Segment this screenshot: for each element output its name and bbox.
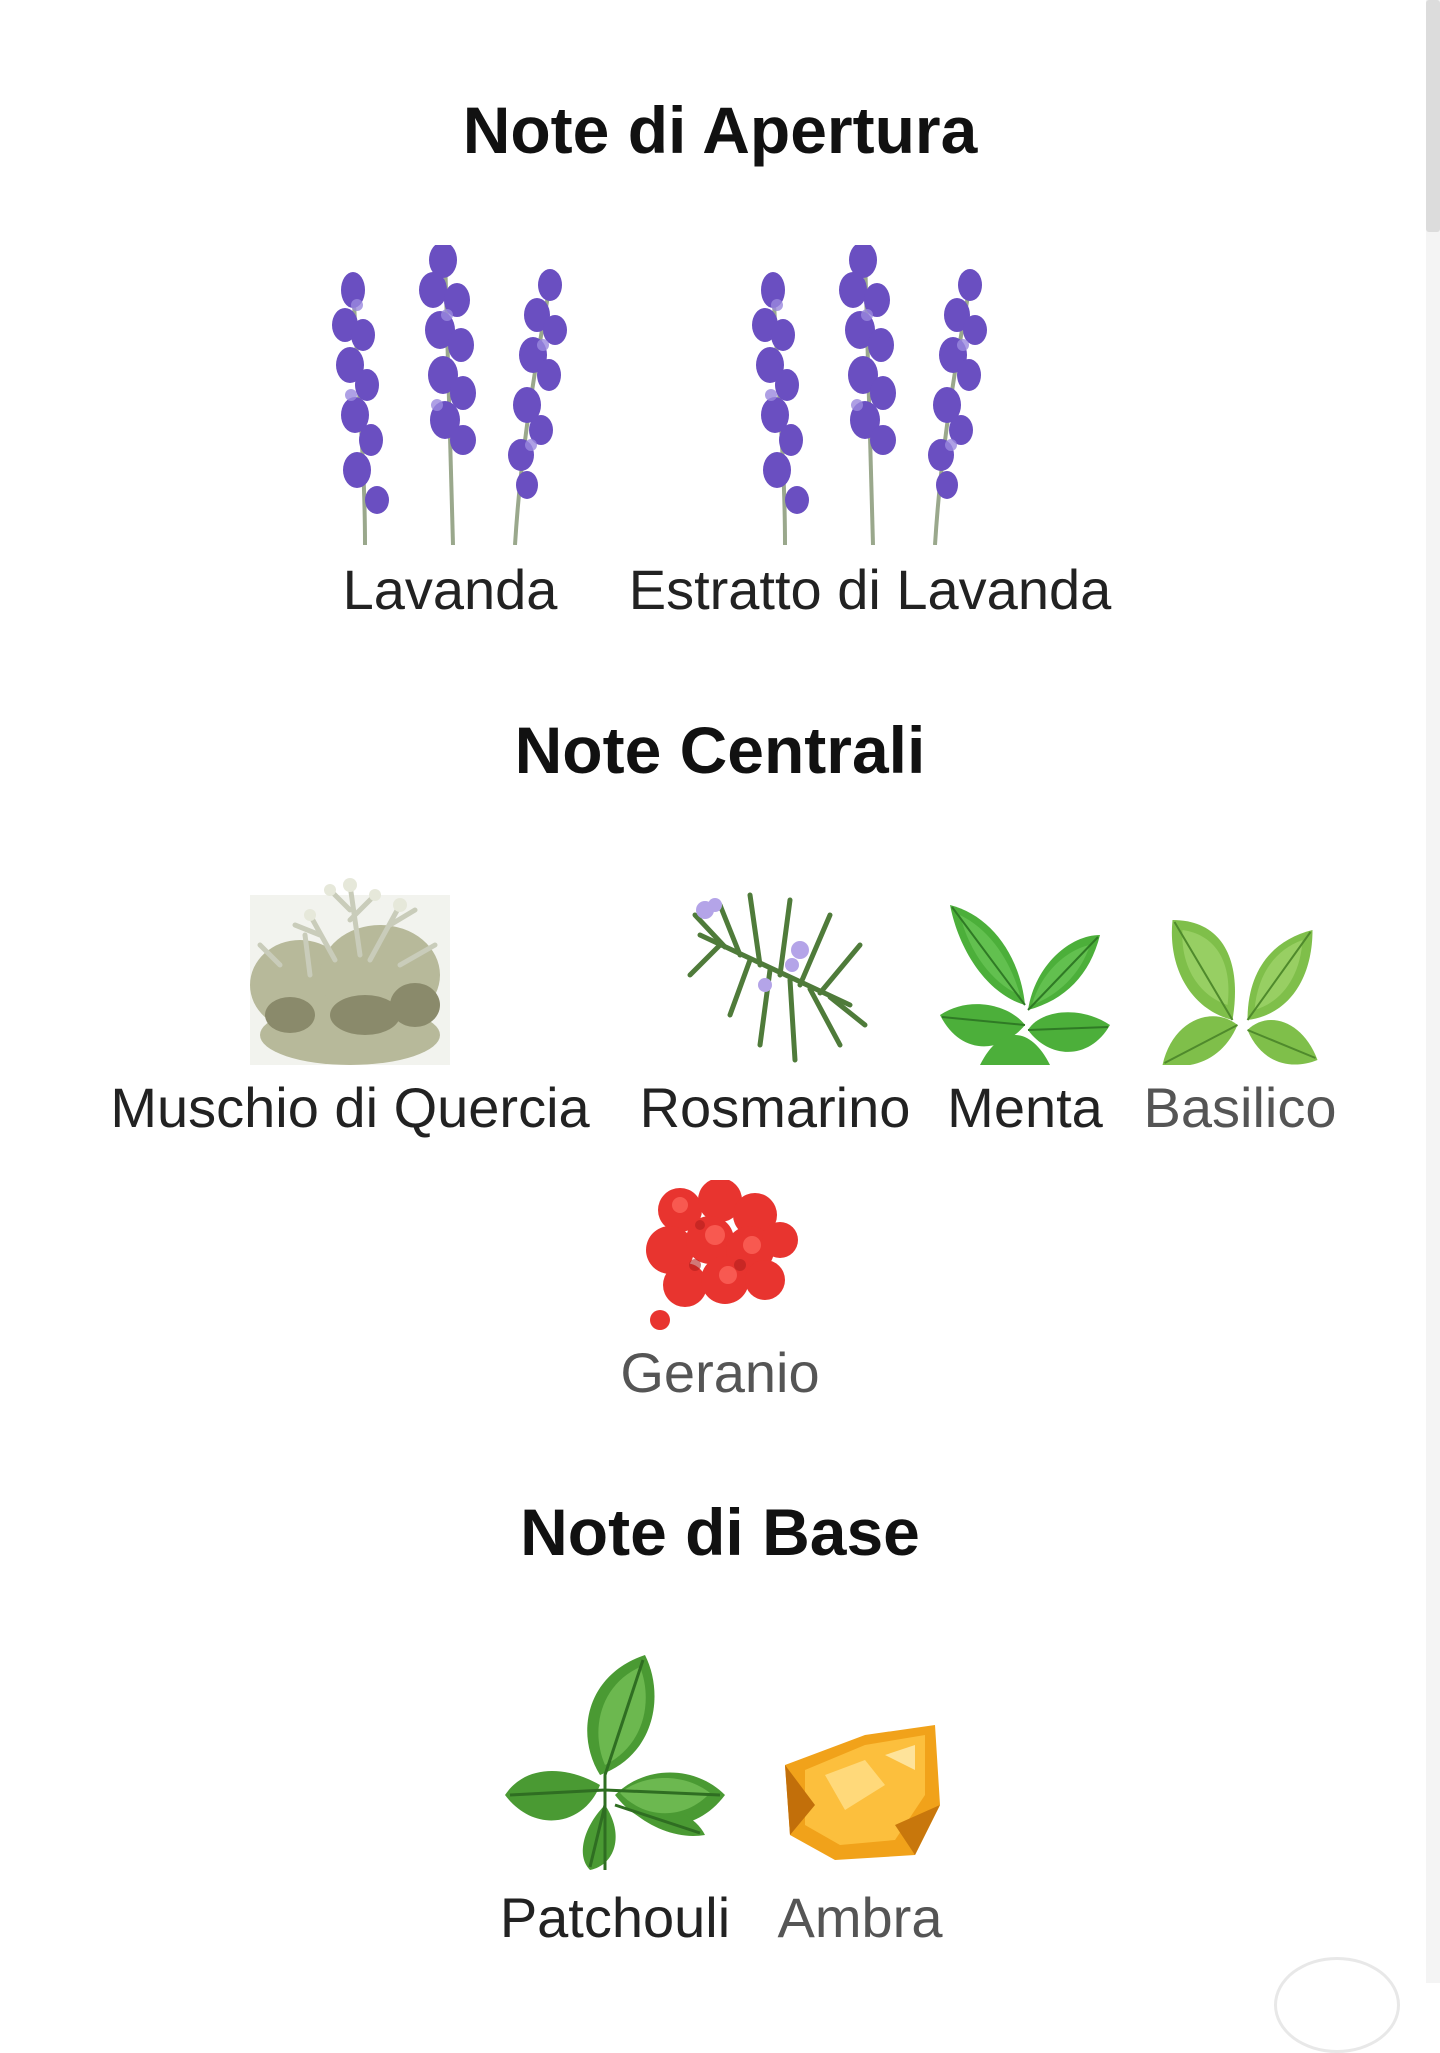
note-item-oakmoss[interactable]: Muschio di Quercia <box>95 865 605 1145</box>
note-label-lavender: Lavanda <box>342 558 558 621</box>
amber-icon <box>785 1725 940 1860</box>
note-label-mint: Menta <box>947 1076 1103 1139</box>
note-label-rosemary: Rosmarino <box>639 1076 911 1139</box>
note-label-amber: Ambra <box>777 1886 943 1949</box>
patchouli-icon <box>505 1655 725 1870</box>
note-item-rosemary[interactable]: Rosmarino <box>625 875 925 1145</box>
mint-icon <box>940 905 1110 1065</box>
rosemary-icon <box>687 892 868 1063</box>
scrollbar-track[interactable] <box>1426 0 1440 1983</box>
note-label-geranium: Geranio <box>620 1341 820 1404</box>
scrollbar-thumb[interactable] <box>1426 0 1440 232</box>
note-item-patchouli[interactable]: Patchouli <box>490 1655 740 1955</box>
note-item-amber[interactable]: Ambra <box>760 1715 960 1955</box>
floating-action-button[interactable] <box>1274 1957 1400 2053</box>
note-item-mint[interactable]: Menta <box>940 895 1110 1145</box>
note-item-basil[interactable]: Basilico <box>1140 910 1340 1145</box>
note-item-lavender[interactable]: Lavanda <box>310 245 590 625</box>
note-item-geranium[interactable]: Geranio <box>600 1180 840 1410</box>
note-item-lavender-extract[interactable]: Estratto di Lavanda <box>620 245 1120 625</box>
perfume-notes-page: Note di Apertura <box>95 0 1440 2053</box>
note-label-lavender-extract: Estratto di Lavanda <box>628 558 1112 621</box>
geranium-icon <box>646 1180 798 1330</box>
lavender-icon <box>752 245 987 545</box>
note-label-patchouli: Patchouli <box>499 1886 731 1949</box>
section-title-base: Note di Base <box>520 1495 920 1569</box>
basil-icon <box>1162 920 1318 1065</box>
section-title-heart: Note Centrali <box>514 713 926 787</box>
section-title-opening: Note di Apertura <box>462 93 978 167</box>
note-label-oakmoss: Muschio di Quercia <box>110 1076 590 1139</box>
oakmoss-icon <box>250 878 450 1065</box>
note-label-basil: Basilico <box>1143 1076 1337 1139</box>
lavender-icon <box>332 245 567 545</box>
